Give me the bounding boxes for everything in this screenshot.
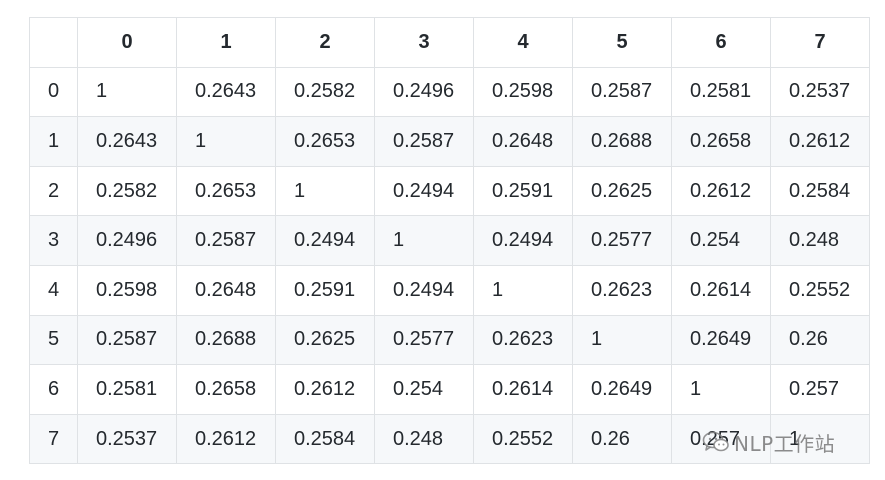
header-cell: 2 [275, 17, 375, 68]
header-cell-corner [29, 17, 78, 68]
table-cell: 0.2623 [572, 264, 672, 316]
table-cell: 0.2587 [176, 215, 276, 266]
watermark-text: NLP工作站 [734, 431, 836, 456]
table-cell: 0.2688 [176, 314, 276, 366]
table-row: 1 0.2643 1 0.2653 0.2587 0.2648 0.2688 0… [29, 116, 870, 167]
correlation-table-container: 0 1 2 3 4 5 6 7 0 1 0.2643 0.2582 0.2496… [29, 17, 870, 465]
table-cell: 0.2496 [374, 66, 474, 118]
row-index-cell: 0 [29, 66, 78, 118]
table-cell: 0.2581 [671, 66, 771, 118]
table-cell: 0.2625 [572, 165, 672, 217]
table-cell: 1 [275, 165, 375, 217]
table-cell: 0.2625 [275, 314, 375, 366]
table-cell: 0.2587 [77, 314, 177, 366]
table-cell: 0.2582 [275, 66, 375, 118]
table-cell: 0.2494 [473, 215, 573, 266]
table-cell: 0.2612 [176, 413, 276, 465]
table-cell: 0.2658 [176, 364, 276, 415]
row-index-cell: 5 [29, 314, 78, 366]
row-index-cell: 3 [29, 215, 78, 266]
table-cell: 1 [770, 413, 870, 465]
table-cell: 0.26 [572, 413, 672, 465]
watermark: NLP工作站 [702, 426, 835, 458]
row-index-cell: 1 [29, 116, 78, 167]
row-index-cell: 7 [29, 413, 78, 465]
table-row: 4 0.2598 0.2648 0.2591 0.2494 1 0.2623 0… [29, 264, 870, 316]
table-cell: 0.2598 [77, 264, 177, 316]
correlation-table: 0 1 2 3 4 5 6 7 0 1 0.2643 0.2582 0.2496… [29, 17, 870, 465]
table-cell: 0.2581 [77, 364, 177, 415]
header-cell: 7 [770, 17, 870, 68]
table-cell: 0.2612 [275, 364, 375, 415]
table-cell: 0.2612 [671, 165, 771, 217]
table-cell: 0.2552 [473, 413, 573, 465]
table-cell: 0.2494 [374, 165, 474, 217]
table-cell: 0.2494 [275, 215, 375, 266]
table-cell: 0.2612 [770, 116, 870, 167]
table-cell: 0.2653 [176, 165, 276, 217]
header-cell: 3 [374, 17, 474, 68]
table-cell: 0.2577 [374, 314, 474, 366]
table-cell: 1 [671, 364, 771, 415]
table-row: 7 0.2537 0.2612 0.2584 0.248 0.2552 0.26… [29, 413, 870, 465]
table-cell: 0.248 [770, 215, 870, 266]
table-cell: 0.2537 [770, 66, 870, 118]
table-cell: 0.2643 [176, 66, 276, 118]
table-cell: 0.2552 [770, 264, 870, 316]
table-cell: 0.2649 [572, 364, 672, 415]
table-cell: 0.2648 [473, 116, 573, 167]
table-cell: 0.2591 [275, 264, 375, 316]
table-cell: 0.2584 [275, 413, 375, 465]
row-index-cell: 4 [29, 264, 78, 316]
header-cell: 5 [572, 17, 672, 68]
table-cell: 0.2587 [572, 66, 672, 118]
table-cell: 0.2653 [275, 116, 375, 167]
header-cell: 6 [671, 17, 771, 68]
table-cell: 0.2643 [77, 116, 177, 167]
table-cell: 0.2591 [473, 165, 573, 217]
table-cell: 0.2614 [671, 264, 771, 316]
table-cell: 0.2587 [374, 116, 474, 167]
table-cell: 0.2577 [572, 215, 672, 266]
table-cell: 0.254 [671, 215, 771, 266]
table-cell: 0.2496 [77, 215, 177, 266]
table-header-row: 0 1 2 3 4 5 6 7 [29, 17, 870, 68]
table-cell: 0.2623 [473, 314, 573, 366]
table-cell: 0.2649 [671, 314, 771, 366]
table-row: 6 0.2581 0.2658 0.2612 0.254 0.2614 0.26… [29, 364, 870, 415]
table-cell: 1 [572, 314, 672, 366]
table-cell: 0.2584 [770, 165, 870, 217]
table-cell: 0.2537 [77, 413, 177, 465]
table-cell: 0.2494 [374, 264, 474, 316]
table-cell: 0.2648 [176, 264, 276, 316]
table-row: 3 0.2496 0.2587 0.2494 1 0.2494 0.2577 0… [29, 215, 870, 266]
table-cell: 0.2658 [671, 116, 771, 167]
table-cell: 1 [176, 116, 276, 167]
table-cell: 0.254 [374, 364, 474, 415]
table-cell: 0.248 [374, 413, 474, 465]
row-index-cell: 2 [29, 165, 78, 217]
table-cell: 1 [77, 66, 177, 118]
table-cell: 1 [374, 215, 474, 266]
table-row: 5 0.2587 0.2688 0.2625 0.2577 0.2623 1 0… [29, 314, 870, 366]
table-cell: 0.2614 [473, 364, 573, 415]
table-cell: 1 [473, 264, 573, 316]
table-cell: 0.26 [770, 314, 870, 366]
table-cell: 0.257 [770, 364, 870, 415]
header-cell: 1 [176, 17, 276, 68]
header-cell: 4 [473, 17, 573, 68]
table-row: 2 0.2582 0.2653 1 0.2494 0.2591 0.2625 0… [29, 165, 870, 217]
table-cell: 0.2688 [572, 116, 672, 167]
table-cell: 0.2598 [473, 66, 573, 118]
header-cell: 0 [77, 17, 177, 68]
row-index-cell: 6 [29, 364, 78, 415]
wechat-icon [702, 430, 730, 454]
table-row: 0 1 0.2643 0.2582 0.2496 0.2598 0.2587 0… [29, 66, 870, 118]
table-cell: 0.2582 [77, 165, 177, 217]
